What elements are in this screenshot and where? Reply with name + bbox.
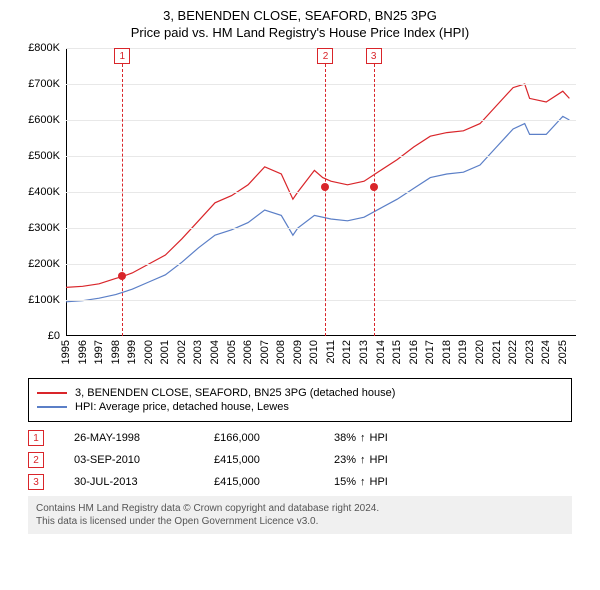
sale-price: £415,000 [214,454,304,466]
sale-pct: 15% ↑ HPI [334,476,388,488]
x-axis-label: 2015 [391,340,403,364]
sale-marker-box: 1 [114,48,130,64]
sale-number-box: 3 [28,474,44,490]
y-axis-label: £300K [20,222,60,234]
sale-pct-value: 15% [334,476,356,488]
legend-item: HPI: Average price, detached house, Lewe… [37,401,563,413]
sale-date: 03-SEP-2010 [74,454,184,466]
x-axis-label: 2005 [226,340,238,364]
sale-pct-suffix: HPI [370,454,388,466]
x-axis-label: 1996 [77,340,89,364]
sale-price: £415,000 [214,476,304,488]
legend-swatch [37,392,67,394]
sale-row: 3 30-JUL-2013 £415,000 15% ↑ HPI [28,474,572,490]
sales-table: 1 26-MAY-1998 £166,000 38% ↑ HPI 2 03-SEP-2010 £… [28,430,572,490]
series-line-property [66,84,569,287]
legend-item: 3, BENENDEN CLOSE, SEAFORD, BN25 3PG (de… [37,387,563,399]
x-axis-label: 1995 [60,340,72,364]
legend-box: 3, BENENDEN CLOSE, SEAFORD, BN25 3PG (de… [28,378,572,422]
x-axis-label: 2025 [557,340,569,364]
sale-pct-value: 23% [334,454,356,466]
x-axis-label: 2002 [176,340,188,364]
chart-area: £0£100K£200K£300K£400K£500K£600K£700K£80… [20,48,580,378]
sale-date: 26-MAY-1998 [74,432,184,444]
sale-date: 30-JUL-2013 [74,476,184,488]
gridline [66,84,576,85]
x-axis-label: 2022 [507,340,519,364]
sale-pct-value: 38% [334,432,356,444]
gridline [66,120,576,121]
gridline [66,156,576,157]
gridline [66,228,576,229]
sale-marker-box: 3 [366,48,382,64]
attribution-footer: Contains HM Land Registry data © Crown c… [28,496,572,534]
gridline [66,192,576,193]
sale-marker-line [325,64,326,336]
y-axis-label: £0 [20,330,60,342]
x-axis-label: 2009 [292,340,304,364]
y-axis-label: £200K [20,258,60,270]
arrow-up-icon: ↑ [360,476,366,488]
legend-label: 3, BENENDEN CLOSE, SEAFORD, BN25 3PG (de… [75,387,395,399]
sale-pct-suffix: HPI [370,432,388,444]
x-axis-label: 2017 [424,340,436,364]
chart-container: 3, BENENDEN CLOSE, SEAFORD, BN25 3PG Pri… [0,0,600,590]
x-axis-label: 2000 [143,340,155,364]
y-axis-label: £700K [20,78,60,90]
x-axis-label: 2008 [275,340,287,364]
title-subtitle: Price paid vs. HM Land Registry's House … [0,25,600,40]
y-axis-label: £800K [20,42,60,54]
sale-marker-dot [118,272,126,280]
x-axis-label: 2019 [457,340,469,364]
sale-marker-dot [370,183,378,191]
x-axis-label: 2014 [375,340,387,364]
x-axis-label: 1997 [93,340,105,364]
sale-number-box: 2 [28,452,44,468]
x-axis-label: 2012 [341,340,353,364]
x-axis-label: 2021 [491,340,503,364]
x-axis-label: 2003 [192,340,204,364]
y-axis-label: £500K [20,150,60,162]
gridline [66,264,576,265]
footer-line1: Contains HM Land Registry data © Crown c… [36,502,564,515]
x-axis-label: 2016 [408,340,420,364]
sale-marker-dot [321,183,329,191]
legend-label: HPI: Average price, detached house, Lewe… [75,401,289,413]
sale-marker-line [122,64,123,336]
x-axis-label: 2013 [358,340,370,364]
x-axis-label: 1999 [126,340,138,364]
y-axis-label: £100K [20,294,60,306]
sale-marker-line [374,64,375,336]
sale-marker-box: 2 [317,48,333,64]
x-axis-label: 2011 [325,340,337,364]
title-address: 3, BENENDEN CLOSE, SEAFORD, BN25 3PG [0,8,600,23]
sale-row: 2 03-SEP-2010 £415,000 23% ↑ HPI [28,452,572,468]
sale-pct: 38% ↑ HPI [334,432,388,444]
series-line-hpi [66,116,569,301]
legend-swatch [37,406,67,408]
x-axis-label: 2004 [209,340,221,364]
chart-lines [20,48,580,378]
arrow-up-icon: ↑ [360,454,366,466]
x-axis-label: 2007 [259,340,271,364]
x-axis-label: 1998 [110,340,122,364]
x-axis-label: 2001 [159,340,171,364]
x-axis-label: 2024 [540,340,552,364]
x-axis-label: 2018 [441,340,453,364]
x-axis-label: 2010 [308,340,320,364]
sale-number-box: 1 [28,430,44,446]
sale-price: £166,000 [214,432,304,444]
x-axis-label: 2023 [524,340,536,364]
x-axis-label: 2006 [242,340,254,364]
arrow-up-icon: ↑ [360,432,366,444]
sale-pct-suffix: HPI [370,476,388,488]
x-axis-label: 2020 [474,340,486,364]
y-axis-label: £400K [20,186,60,198]
footer-line2: This data is licensed under the Open Gov… [36,515,564,528]
y-axis-label: £600K [20,114,60,126]
sale-row: 1 26-MAY-1998 £166,000 38% ↑ HPI [28,430,572,446]
title-block: 3, BENENDEN CLOSE, SEAFORD, BN25 3PG Pri… [0,0,600,40]
sale-pct: 23% ↑ HPI [334,454,388,466]
gridline [66,300,576,301]
